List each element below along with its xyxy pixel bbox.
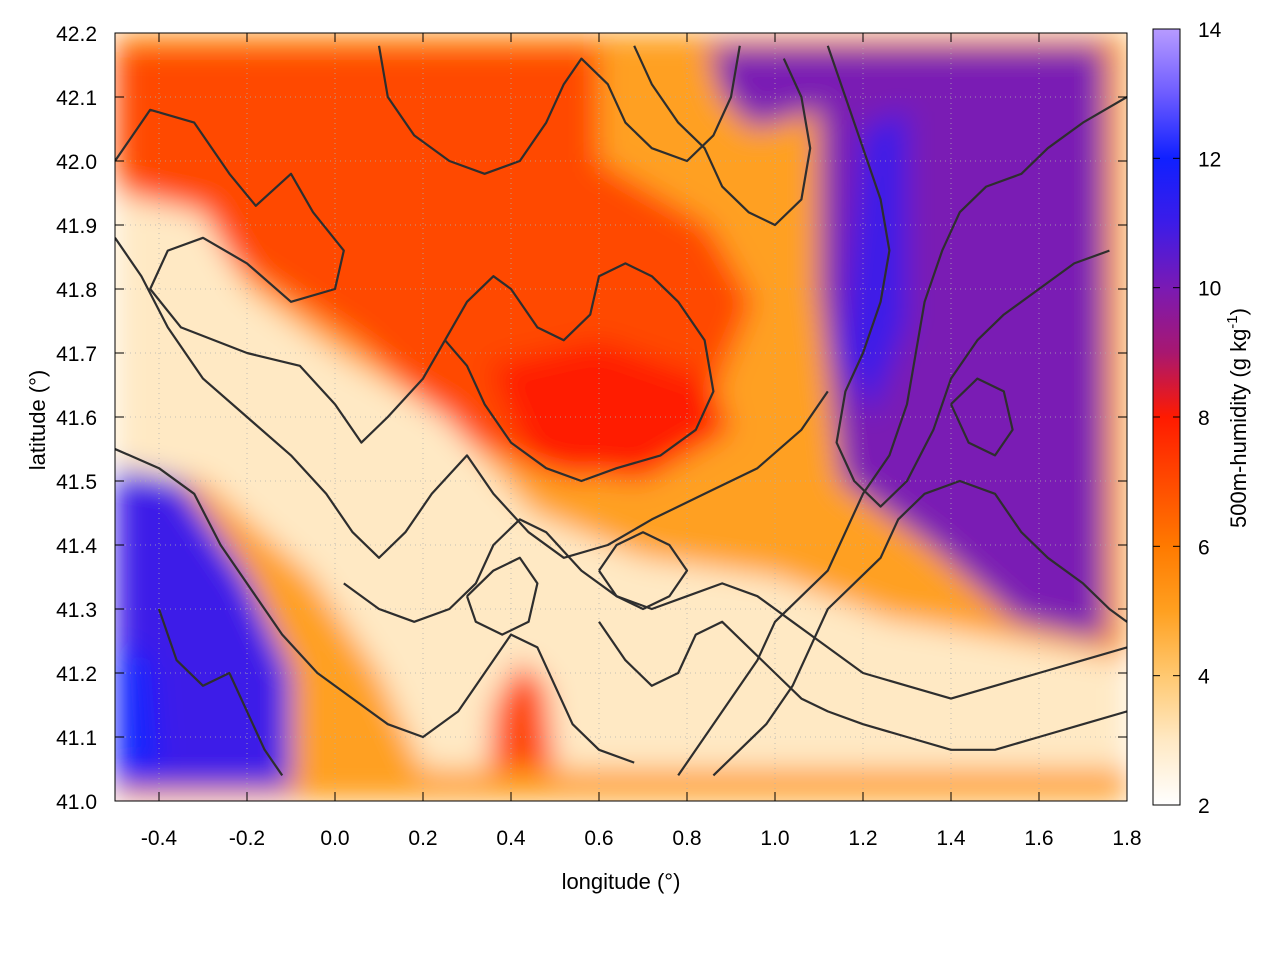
y-tick-label: 41.8 [56,279,97,302]
contour-line-11 [157,608,284,777]
x-tick-label: 0.2 [408,827,437,850]
y-tick-label: 42.2 [56,23,97,46]
contour-line-9 [377,45,741,175]
contour-line-8 [826,45,1110,508]
heat-region-south-red-tongue [489,660,555,769]
colorbar-label-end: ) [1226,308,1251,315]
x-tick-label: -0.2 [229,827,265,850]
x-tick-label: 0.0 [320,827,349,850]
x-axis-title: longitude (°) [562,869,681,894]
x-tick-label: 1.2 [848,827,877,850]
y-tick-label: 41.9 [56,215,97,238]
x-tick-label: 1.6 [1024,827,1053,850]
contour-line-4 [343,518,1127,700]
colorbar-label: 500m-humidity (g kg-1) [1224,308,1251,528]
contour-line-6 [712,479,1127,777]
y-tick-label: 42.0 [56,151,97,174]
contour-line-7 [677,96,1127,777]
x-tick-label: 1.8 [1112,827,1141,850]
heat-region-east-blue-core [841,109,907,418]
contour-line-12 [598,531,689,611]
colorbar-tick-label: 12 [1198,148,1221,171]
contour-line-0 [115,108,446,444]
colorbar-tick-label: 6 [1198,536,1210,559]
x-axis-ticks: -0.4 -0.2 0.0 0.2 0.4 0.6 0.8 1.0 1.2 1.4 1.6 1.8 [141,33,1142,850]
y-tick-label: 41.1 [56,727,97,750]
y-tick-label: 41.0 [56,791,97,814]
y-tick-label: 41.5 [56,471,97,494]
x-tick-label: 0.6 [584,827,613,850]
contour-line-10 [633,45,812,227]
y-tick-label: 41.7 [56,343,97,366]
x-tick-label: 0.4 [496,827,526,850]
y-axis-title: latitude (°) [25,370,50,471]
contour-line-5 [598,620,1127,751]
contour-line-1 [444,262,715,483]
y-tick-label: 41.2 [56,663,97,686]
colorbar-tick-label: 14 [1198,19,1222,42]
colorbar-label-superscript: -1 [1224,315,1241,328]
heat-region-center-red [489,340,731,481]
plot-area [115,33,1127,801]
x-tick-label: -0.4 [141,827,178,850]
contour-line-13 [465,556,539,636]
x-tick-label: 0.8 [672,827,701,850]
y-tick-label: 42.1 [56,87,97,110]
contour-line-2 [115,237,829,559]
y-tick-label: 41.4 [56,535,97,558]
y-tick-label: 41.3 [56,599,97,622]
colorbar-ticks: 2 4 6 8 10 12 14 [1153,19,1222,818]
colorbar-tick-label: 2 [1198,795,1210,818]
contour-lines [115,45,1127,777]
colorbar-tick-label: 10 [1198,278,1221,301]
x-tick-label: 1.0 [760,827,789,850]
y-axis-ticks: 41.0 41.1 41.2 41.3 41.4 41.5 41.6 41.7 41.8 41.9… [56,23,1127,814]
colorbar-label-main: 500m-humidity (g kg [1226,329,1251,528]
contour-line-3 [115,447,635,764]
colorbar-tick-label: 4 [1198,666,1210,689]
colorbar-tick-label: 8 [1198,407,1210,430]
y-tick-label: 41.6 [56,407,97,430]
x-tick-label: 1.4 [936,827,966,850]
contour-line-14 [950,377,1014,457]
colorbar: 2 4 6 8 10 12 14 500m-humidity (g kg-1) [1152,19,1251,818]
